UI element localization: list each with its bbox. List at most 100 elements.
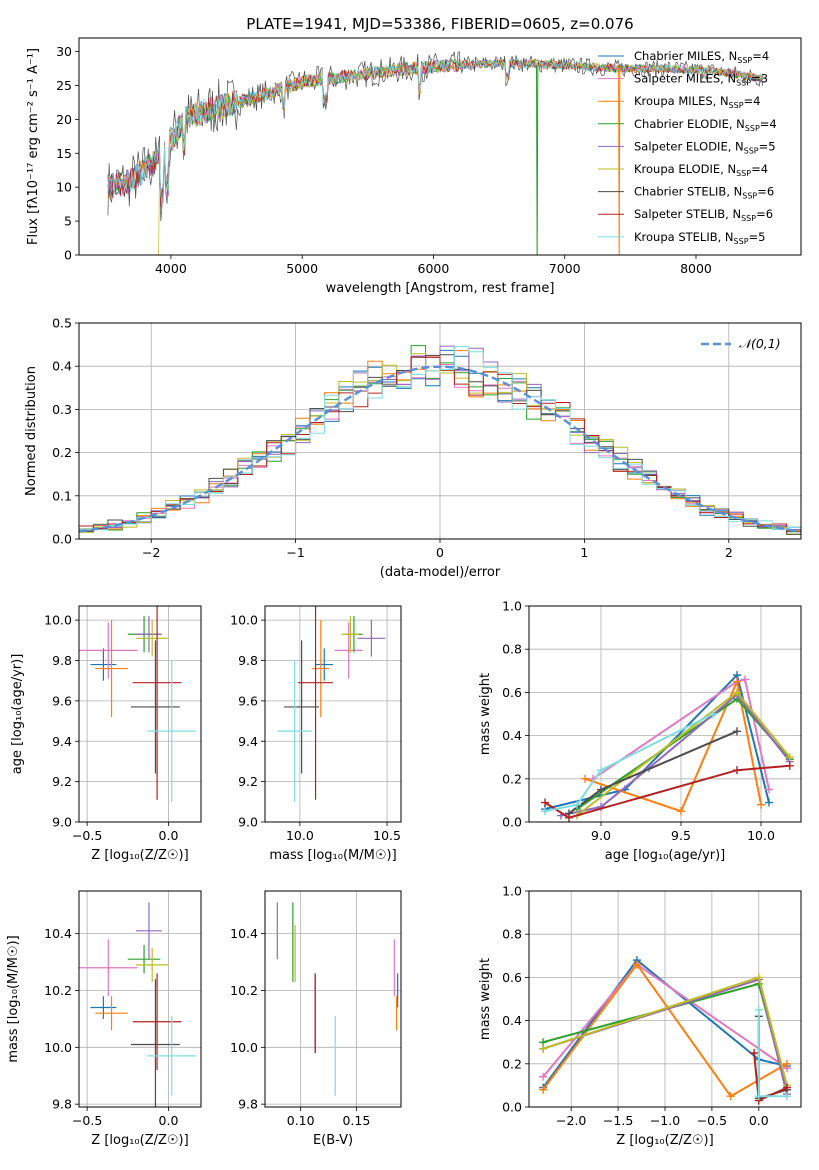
x-tick-label: −1	[286, 545, 304, 560]
panel-mass-vs-Z: −0.5 0.0 9.8 10.0 10.2 10.4 Z [log₁₀(Z/Z☉)] mas…	[6, 890, 202, 1148]
axes-frame	[528, 890, 802, 1108]
plot-area	[79, 902, 197, 1107]
y-axis-label: Normed distribution	[24, 366, 39, 496]
legend-label-tail: =5	[759, 139, 776, 153]
spectrum-spike	[618, 65, 621, 255]
panel-residuals: −2 −1 0 1 2 0.0 0.1 0.2 0.3 0.4 0.5 (data-model)/er…	[24, 316, 802, 580]
weight-line	[757, 1009, 787, 1098]
weight-marker	[785, 753, 794, 762]
legend-label-sub: SSP	[729, 101, 744, 110]
weight-marker	[754, 973, 763, 982]
y-tick-label: 0.6	[502, 970, 522, 985]
x-tick-label: 0.10	[287, 1113, 315, 1128]
weight-marker	[677, 807, 685, 816]
legend-label: Chabrier ELODIE, NSSP=4	[634, 117, 777, 133]
weight-marker	[733, 766, 741, 775]
x-tick-label: −0.5	[72, 828, 102, 843]
weight-marker	[733, 688, 741, 697]
legend-label-main: Kroupa STELIB, N	[634, 230, 734, 244]
weight-marker	[765, 798, 773, 807]
weight-marker	[733, 677, 741, 686]
y-axis-label: mass weight	[478, 958, 493, 1040]
x-axis-label: (data-model)/error	[380, 565, 501, 580]
legend-label: Salpeter MILES, NSSP=3	[634, 72, 768, 88]
y-tick-label: 0.0	[502, 815, 522, 830]
legend-label-tail: =6	[757, 185, 774, 199]
axes-frame	[264, 890, 402, 1108]
x-tick-label: −2	[142, 545, 160, 560]
x-tick-label: 10.0	[286, 828, 314, 843]
plot-layer: 4000 5000 6000 7000 8000051015202530waveleng…	[6, 37, 802, 1148]
x-tick-label: 4000	[155, 261, 187, 276]
y-tick-label: 10	[56, 180, 72, 195]
legend-label: Chabrier MILES, NSSP=4	[634, 49, 769, 65]
legend-label-tail: =5	[749, 230, 766, 244]
legend-label-tail: =4	[752, 49, 769, 63]
x-axis-label: mass [log₁₀(M/M☉)]	[269, 848, 396, 863]
weight-marker	[782, 1083, 791, 1092]
plot-area	[539, 956, 791, 1105]
x-tick-label: 10.5	[373, 828, 401, 843]
histogram-step	[79, 346, 801, 532]
weight-marker	[541, 807, 549, 816]
legend-label-sub: SSP	[741, 214, 756, 223]
panel-spectrum: 4000 5000 6000 7000 8000 0 5 10 15 20 25 30 waveleng…	[26, 37, 802, 296]
x-axis-label: Z [log₁₀(Z/Z☉)]	[616, 1133, 713, 1148]
y-tick-label: 10.0	[44, 1040, 72, 1055]
weight-marker	[539, 1072, 548, 1081]
weight-line	[592, 678, 770, 790]
legend-label-tail: =4	[751, 162, 768, 176]
legend-label-sub: SSP	[744, 146, 759, 155]
weight-marker	[597, 766, 605, 775]
x-tick-label: 6000	[418, 261, 450, 276]
legend-label-sub: SSP	[736, 169, 751, 178]
weight-marker	[573, 800, 581, 809]
weight-marker	[782, 1059, 791, 1068]
y-tick-label: 10.4	[44, 926, 72, 941]
y-tick-label: 0.4	[502, 728, 522, 743]
legend-label-sub: SSP	[734, 237, 749, 246]
x-tick-label: 7000	[549, 261, 581, 276]
x-tick-label: 0.0	[159, 1113, 179, 1128]
panel-mass-vs-ebv: 0.10 0.15 9.8 10.0 10.2 10.4 E(B-V)	[230, 890, 402, 1148]
weight-marker	[785, 761, 794, 770]
legend-label: Salpeter ELODIE, NSSP=5	[634, 139, 776, 155]
legend-label: Chabrier STELIB, NSSP=6	[634, 185, 774, 201]
x-tick-label: 0.0	[159, 828, 179, 843]
x-tick-label: 0.0	[749, 1113, 769, 1128]
y-tick-label: 0.6	[502, 685, 522, 700]
legend-label-sub: SSP	[745, 124, 760, 133]
axes-frame	[78, 37, 802, 256]
y-tick-label: 9.0	[238, 815, 258, 830]
x-tick-label: −2.0	[556, 1113, 586, 1128]
y-tick-label: 0.5	[52, 316, 72, 331]
weight-marker	[757, 800, 765, 809]
y-tick-label: 0.4	[52, 359, 72, 374]
y-tick-label: 0	[64, 248, 72, 263]
x-tick-label: 9.0	[591, 828, 611, 843]
weight-line	[544, 713, 714, 813]
weight-marker	[539, 1044, 548, 1053]
y-tick-label: 9.6	[238, 693, 258, 708]
y-tick-label: 0.2	[52, 445, 72, 460]
weight-marker	[754, 1092, 763, 1101]
panel-weight-vs-Z: −2.0 −1.5 −1.0 −0.5 0.0 0.0 0.2 0.4 0.6 0.8 1.0 Z […	[478, 884, 802, 1148]
axes-frame	[264, 605, 402, 823]
weight-marker	[750, 1049, 759, 1057]
weight-marker	[541, 798, 549, 807]
weight-marker	[539, 1085, 548, 1094]
x-tick-label: 10.0	[747, 828, 775, 843]
y-tick-label: 10.4	[230, 926, 258, 941]
y-tick-label: 1.0	[502, 599, 522, 614]
weight-line	[584, 678, 762, 813]
y-tick-label: 9.8	[238, 653, 258, 668]
legend-label: Kroupa ELODIE, NSSP=4	[634, 162, 768, 178]
panel-age-vs-Z: −0.5 0.0 9.0 9.2 9.4 9.6 9.8 10.0 Z [log₁₀(Z/Z☉)…	[10, 605, 202, 863]
x-axis-label: E(B-V)	[313, 1133, 353, 1148]
x-axis-label: Z [log₁₀(Z/Z☉)]	[91, 1133, 188, 1148]
y-tick-label: 0.2	[502, 771, 522, 786]
x-tick-label: −0.5	[72, 1113, 102, 1128]
weight-marker	[726, 1092, 735, 1101]
axes-frame	[78, 890, 202, 1108]
